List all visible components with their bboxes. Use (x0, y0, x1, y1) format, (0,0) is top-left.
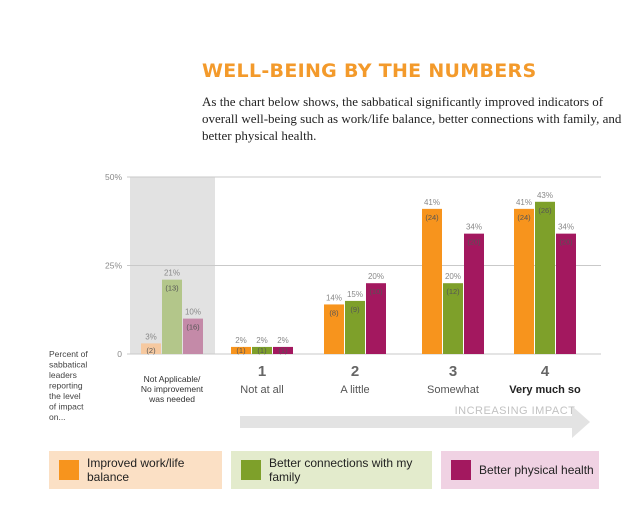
y-axis-description: leaders (49, 370, 77, 380)
impact-arrow-label: INCREASING IMPACT (455, 405, 576, 417)
bar-count-label: (2) (146, 346, 156, 355)
legend-item-family: Better connections with my family (231, 451, 432, 489)
bar (514, 208, 534, 354)
category-number: 3 (449, 363, 457, 380)
bar-percent-label: 2% (235, 336, 247, 345)
category-label-na: was needed (148, 394, 195, 404)
y-tick-label: 50% (105, 172, 122, 182)
bar-percent-label: 41% (424, 198, 440, 207)
bar-count-label: (12) (446, 287, 460, 296)
bar-percent-label: 20% (445, 272, 461, 281)
bar-percent-label: 21% (164, 269, 180, 278)
bar (556, 233, 576, 354)
category-number: 1 (258, 363, 266, 380)
bar-count-label: (9) (350, 305, 360, 314)
bar-percent-label: 41% (516, 198, 532, 207)
y-tick-label: 25% (105, 261, 122, 271)
bar-count-label: (24) (517, 213, 531, 222)
legend-item-health: Better physical health (441, 451, 599, 489)
category-number: 2 (351, 363, 359, 380)
page-title: WELL-BEING BY THE NUMBERS (202, 60, 537, 82)
category-label: A little (340, 384, 369, 396)
bar-percent-label: 2% (277, 336, 289, 345)
bar-percent-label: 34% (466, 223, 482, 232)
bar-count-label: (13) (165, 284, 179, 293)
category-label-na: Not Applicable/ (144, 374, 201, 384)
y-axis-description: sabbatical (49, 360, 87, 370)
bar-count-label: (24) (425, 213, 439, 222)
legend-item-work-life: Improved work/life balance (49, 451, 222, 489)
bar-count-label: (1) (278, 346, 288, 355)
y-axis-description: the level (49, 391, 81, 401)
legend-swatch-health (451, 460, 471, 480)
y-axis-description: reporting (49, 381, 83, 391)
bar-count-label: (1) (257, 346, 267, 355)
bar (141, 343, 161, 354)
bar (422, 208, 442, 354)
bar (162, 279, 182, 354)
bar-count-label: (16) (186, 323, 200, 332)
bar (324, 304, 344, 354)
category-label: Very much so (509, 384, 581, 396)
bar (252, 346, 272, 354)
bar (535, 201, 555, 354)
y-tick-label: 0 (117, 349, 122, 359)
bar-percent-label: 20% (368, 272, 384, 281)
legend-label-health: Better physical health (479, 463, 594, 477)
bar (273, 346, 293, 354)
bar (231, 346, 251, 354)
bar (183, 318, 203, 354)
category-number: 4 (541, 363, 550, 380)
y-axis-description: Percent of (49, 349, 88, 359)
bar-count-label: (20) (467, 238, 481, 247)
bar-chart: 025%50%3%(2)2%(1)14%(8)41%(24)41%(24)21%… (49, 172, 601, 438)
y-axis-description: on... (49, 412, 66, 422)
bar-count-label: (8) (329, 308, 339, 317)
legend-label-family: Better connections with my family (269, 456, 413, 484)
bar (443, 283, 463, 354)
bar-percent-label: 14% (326, 293, 342, 302)
legend-swatch-work-life (59, 460, 79, 480)
category-label: Not at all (240, 384, 283, 396)
category-label-na: No improvement (141, 384, 204, 394)
bar-percent-label: 3% (145, 332, 157, 341)
y-axis-description: of impact (49, 402, 84, 412)
bar-percent-label: 10% (185, 308, 201, 317)
bar-percent-label: 34% (558, 223, 574, 232)
bar (345, 300, 365, 354)
bar-percent-label: 43% (537, 191, 553, 200)
bar-count-label: (10) (369, 287, 383, 296)
impact-arrow-shaft (240, 416, 573, 428)
legend-label-work-life: Improved work/life balance (87, 456, 185, 484)
page-subtitle: As the chart below shows, the sabbatical… (202, 94, 622, 143)
bar (464, 233, 484, 354)
bar-count-label: (20) (559, 238, 573, 247)
bar (366, 283, 386, 354)
impact-arrow-head (572, 406, 590, 438)
legend-swatch-family (241, 460, 261, 480)
bar-percent-label: 15% (347, 290, 363, 299)
bar-count-label: (1) (236, 346, 246, 355)
bar-percent-label: 2% (256, 336, 268, 345)
category-label: Somewhat (427, 384, 479, 396)
bar-count-label: (26) (538, 206, 552, 215)
